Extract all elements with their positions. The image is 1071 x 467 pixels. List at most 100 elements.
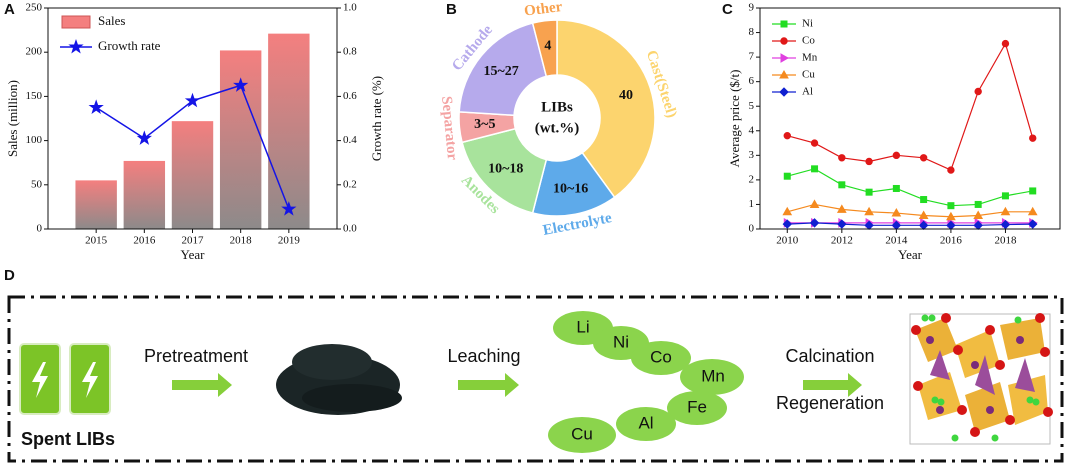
marker [780, 53, 790, 63]
marker [1029, 187, 1037, 195]
bolt-icon [32, 362, 48, 398]
legend-label: Ni [802, 18, 813, 30]
legend-swatch [61, 15, 91, 29]
marker [865, 188, 873, 196]
value-label: 15~27 [483, 64, 518, 79]
x-axis-label: Year [181, 247, 206, 262]
y-tick-label: 2 [749, 173, 755, 185]
marker [88, 99, 104, 114]
marker [68, 38, 84, 54]
step-label: Pretreatment [144, 346, 248, 366]
line [787, 222, 1033, 226]
plot-frame [47, 7, 338, 230]
y2-tick-label: 0.4 [343, 134, 357, 146]
panel-label: B [446, 1, 457, 18]
marker [809, 199, 820, 208]
pie-slice [458, 22, 548, 117]
marker [837, 219, 847, 229]
value-label: 3~5 [474, 117, 495, 132]
marker [281, 201, 297, 216]
y2-tick-label: 0.8 [343, 46, 357, 58]
pie-slice [531, 19, 558, 78]
legend-label: Co [802, 35, 815, 47]
x-tick-label: 2016 [940, 235, 963, 247]
marker [920, 196, 928, 204]
marker [865, 157, 873, 166]
marker [1001, 39, 1010, 48]
y-tick-label: 6 [749, 75, 755, 87]
marker [782, 206, 793, 216]
bar [171, 121, 214, 229]
y-tick-label: 1 [749, 198, 755, 210]
panel-label: D [4, 267, 15, 284]
bar [75, 180, 117, 229]
marker [810, 139, 819, 147]
center-label: (wt.%) [535, 120, 580, 136]
marker [809, 218, 820, 228]
line [787, 42, 1034, 171]
marker [783, 131, 791, 140]
bar [123, 160, 166, 229]
x-tick-label: 2015 [85, 235, 108, 247]
element-label: Mn [701, 366, 725, 385]
marker [233, 77, 249, 92]
legend-label: Cu [802, 69, 815, 81]
center-label: LIBs [541, 99, 573, 115]
bar [219, 50, 262, 229]
marker [1001, 192, 1009, 200]
arrow [172, 373, 232, 397]
marker [974, 87, 982, 96]
legend-label: Growth rate [98, 38, 161, 53]
powder-image [276, 344, 402, 415]
marker [974, 200, 982, 208]
plot-frame [759, 7, 1061, 230]
input-label: Spent LIBs [21, 429, 115, 449]
marker [946, 211, 956, 221]
y2-tick-label: 0.6 [343, 90, 357, 102]
step-label: Leaching [447, 346, 520, 366]
element-label: Fe [687, 397, 707, 416]
marker [838, 154, 846, 162]
marker [892, 151, 901, 160]
step-label: Calcination [785, 346, 874, 366]
marker [779, 87, 789, 97]
y-tick-label: 200 [26, 46, 43, 58]
y2-tick-label: 0.0 [343, 223, 357, 235]
y2-tick-label: 0.2 [343, 178, 357, 190]
arrow [458, 373, 519, 397]
y-tick-label: 100 [26, 134, 43, 146]
element-label: Co [650, 347, 672, 366]
marker [136, 130, 152, 145]
y-axis-label: Sales (million) [5, 80, 20, 157]
x-tick-label: 2012 [831, 235, 853, 247]
category-label: Other [523, 0, 563, 20]
x-tick-label: 2019 [278, 235, 301, 247]
y-tick-label: 5 [749, 100, 755, 112]
step-label: Regeneration [776, 393, 884, 413]
battery-icons [19, 343, 111, 415]
marker [947, 202, 955, 210]
marker [836, 204, 847, 213]
crystal-structure [909, 313, 1053, 445]
y-tick-label: 7 [749, 51, 755, 63]
x-tick-label: 2017 [182, 235, 205, 247]
y-tick-label: 150 [26, 90, 43, 102]
marker [892, 184, 900, 192]
pie-slice [556, 19, 656, 199]
x-tick-label: 2014 [885, 235, 908, 247]
marker [918, 210, 929, 219]
value-label: 4 [544, 38, 551, 53]
marker [780, 37, 788, 45]
marker [811, 165, 819, 173]
element-label: Al [638, 413, 653, 432]
marker [973, 210, 984, 219]
legend-label: Mn [802, 52, 818, 64]
panel-label: C [722, 1, 733, 18]
value-label: 10~16 [553, 181, 588, 196]
marker [779, 69, 789, 79]
marker [1028, 219, 1038, 229]
element-label: Cu [571, 424, 593, 443]
x-axis-label: Year [898, 247, 923, 262]
y2-tick-label: 1.0 [343, 2, 357, 14]
